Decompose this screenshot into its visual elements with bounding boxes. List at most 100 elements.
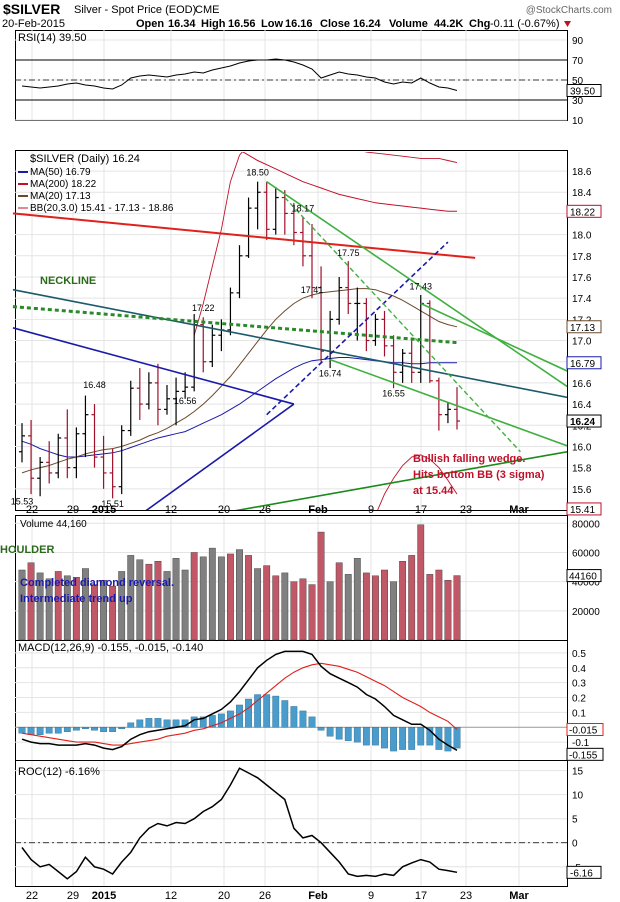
- price-label: 17.75: [337, 248, 360, 258]
- x-tick-label: Mar: [509, 504, 529, 516]
- volume-bar: [227, 553, 234, 641]
- price-tick-label: 17.6: [572, 273, 592, 284]
- red-resistance-line: [12, 212, 476, 259]
- x-tick-label: 2015: [92, 890, 116, 902]
- volume-bar: [390, 581, 397, 641]
- volume-bar: [362, 572, 370, 641]
- rsi-legend: RSI(14) 39.50: [18, 32, 86, 44]
- rsi-line: [21, 58, 458, 91]
- price-tick-label: 17.0: [572, 337, 592, 348]
- wedge-upper: [266, 180, 567, 388]
- roc-legend: ROC(12) -6.16%: [18, 766, 100, 778]
- macd-value-tag: [566, 747, 604, 761]
- x-tick-label: 9: [368, 890, 374, 902]
- instrument-name: Silver - Spot Price (EOD): [74, 4, 196, 16]
- rsi-tick-label: 50: [572, 76, 584, 87]
- volume-bar: [426, 574, 434, 641]
- volume-panel: Volume 44,160 HOULDER Completed diamond …: [0, 519, 602, 641]
- x-tick-label: Feb: [308, 504, 328, 516]
- macd-histogram-bar: [63, 727, 71, 732]
- wedge-annotation-2: Hits bottom BB (3 sigma): [413, 469, 545, 481]
- macd-tick-label: 0.1: [572, 708, 586, 719]
- x-tick-label: 22: [26, 890, 38, 902]
- close-label: Close: [320, 18, 350, 30]
- volume-bar: [417, 524, 425, 641]
- volume-bar: [154, 561, 162, 641]
- macd-histogram-bar: [136, 719, 144, 728]
- open-label: Open: [136, 18, 164, 30]
- macd-histogram-bar: [263, 694, 271, 728]
- macd-histogram-bar: [408, 727, 416, 750]
- volume-tick-label: 60000: [572, 548, 600, 559]
- macd-histogram-bar: [453, 727, 461, 749]
- price-value-tag: [566, 502, 602, 516]
- roc-line: [21, 767, 458, 880]
- price-value-tag-text: 15.41: [570, 505, 595, 516]
- volume-bar: [181, 569, 189, 641]
- volume-bar: [82, 568, 89, 641]
- macd-histogram-bar: [444, 727, 452, 752]
- macd-legend: MACD(12,26,9) -0.155, -0.015, -0.140: [18, 642, 203, 654]
- rsi-value-tag: [566, 84, 602, 97]
- volume-bar: [353, 558, 361, 641]
- price-value-tag-text: 17.13: [570, 323, 595, 334]
- price-label: 18.17: [292, 203, 315, 213]
- macd-histogram-bar: [100, 727, 107, 732]
- volume-bar: [127, 555, 135, 641]
- macd-histogram-bar: [217, 713, 225, 728]
- macd-histogram-bar: [399, 727, 407, 750]
- watermark: @StockCharts.com: [526, 5, 612, 16]
- roc-panel-frame: [15, 760, 568, 887]
- rsi-panel: RSI(14) 39.50 39.50: [15, 32, 602, 101]
- volume-bar: [308, 584, 316, 641]
- blue-trendline: [12, 327, 295, 405]
- volume-value-tag-text: 44160: [569, 572, 597, 583]
- low-label: Low: [261, 18, 283, 30]
- macd-histogram-bar: [326, 727, 334, 737]
- price-tick-label: 15.8: [572, 464, 592, 475]
- volume-bar: [190, 552, 198, 641]
- macd-histogram-bar: [154, 718, 162, 728]
- macd-histogram-bar: [281, 700, 289, 728]
- wedge-annotation-3: at 15.44: [413, 485, 454, 497]
- macd-histogram-bar: [18, 727, 26, 734]
- macd-histogram-bar: [72, 727, 80, 731]
- macd-histogram-bar: [163, 719, 171, 728]
- roc-value-tag-text: -6.16: [570, 868, 593, 879]
- x-tick-label: Feb: [308, 890, 328, 902]
- bb-legend: BB(20,3.0) 15.41 - 17.13 - 18.86: [30, 203, 174, 214]
- macd-histogram-bar: [45, 727, 53, 734]
- volume-bar: [326, 581, 334, 641]
- roc-panel: ROC(12) -6.16% -6.16: [15, 766, 602, 880]
- volume-bar: [335, 562, 343, 641]
- macd-histogram-bar: [245, 698, 252, 728]
- macd-value-tag-text: -0.015: [569, 726, 598, 737]
- ma50-line: [21, 357, 457, 458]
- ma200-legend: MA(200) 18.22: [30, 179, 97, 190]
- macd-histogram-bar: [317, 727, 325, 731]
- volume-tick-label: 80000: [572, 519, 600, 530]
- blue-up-trend: [145, 403, 295, 510]
- macd-histogram-bar: [335, 727, 343, 740]
- volume-bar: [145, 563, 153, 641]
- roc-value-tag: [566, 865, 602, 879]
- down-arrow-icon: [564, 21, 571, 27]
- volume-bar: [54, 571, 62, 641]
- macd-histogram-bar: [145, 718, 153, 728]
- rsi-tick-label: 30: [572, 96, 584, 107]
- volume-label: Volume: [389, 18, 428, 30]
- macd-panel: MACD(12,26,9) -0.155, -0.015, -0.140 -0.…: [18, 642, 604, 761]
- chg-label: Chg: [469, 18, 490, 30]
- high-value: 16.56: [228, 18, 256, 30]
- shoulder-label: HOULDER: [0, 544, 54, 556]
- macd-tick-label: -0.1: [572, 738, 590, 749]
- price-label: 17.41: [301, 285, 324, 295]
- macd-histogram-bar: [372, 727, 379, 746]
- macd-tick-label: 0.5: [572, 649, 586, 660]
- macd-histogram-bar: [299, 710, 307, 728]
- neckline-dotted: [12, 305, 458, 345]
- roc-tick-label: 0: [572, 839, 578, 850]
- price-tick-label: 18.0: [572, 231, 592, 242]
- exchange: CME: [195, 4, 219, 16]
- roc-tick-label: 10: [572, 791, 584, 802]
